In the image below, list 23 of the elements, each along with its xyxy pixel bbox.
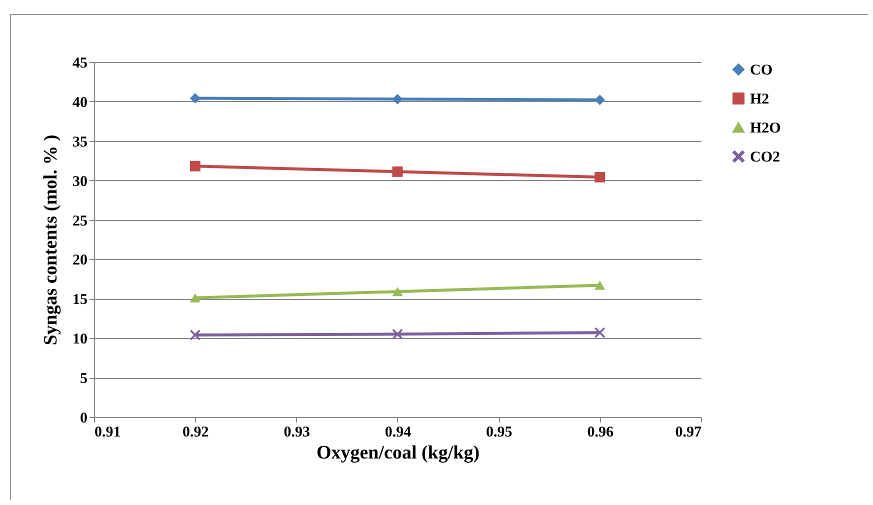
y-tick-label: 40 xyxy=(72,94,88,111)
y-tick-label: 15 xyxy=(72,292,88,308)
y-tick-label: 5 xyxy=(80,371,88,388)
y-tick-label: 0 xyxy=(80,410,88,426)
legend-label: CO2 xyxy=(750,150,780,166)
y-tick-label: 10 xyxy=(72,332,88,348)
y-tick-label: 20 xyxy=(72,252,88,269)
x-axis-title: Oxygen/coal (kg/kg) xyxy=(316,442,480,464)
y-tick-label: 45 xyxy=(72,56,88,72)
legend-label: H2 xyxy=(750,92,770,108)
x-tick-label: 0.95 xyxy=(486,424,512,440)
x-tick-label: 0.93 xyxy=(284,424,310,440)
x-tick-label: 0.92 xyxy=(182,424,209,440)
y-tick-label: 25 xyxy=(72,213,88,230)
legend-label: CO xyxy=(750,62,772,78)
x-tick-label: 0.91 xyxy=(94,424,121,440)
x-tick-label: 0.97 xyxy=(675,424,702,440)
y-tick-label: 35 xyxy=(72,134,88,150)
y-tick-label: 30 xyxy=(72,174,88,190)
y-axis-title: Syngas contents (mol. % ) xyxy=(40,134,62,346)
legend-label: H2O xyxy=(750,120,781,136)
x-tick-label: 0.96 xyxy=(587,424,614,440)
x-tick-label: 0.94 xyxy=(384,424,412,440)
